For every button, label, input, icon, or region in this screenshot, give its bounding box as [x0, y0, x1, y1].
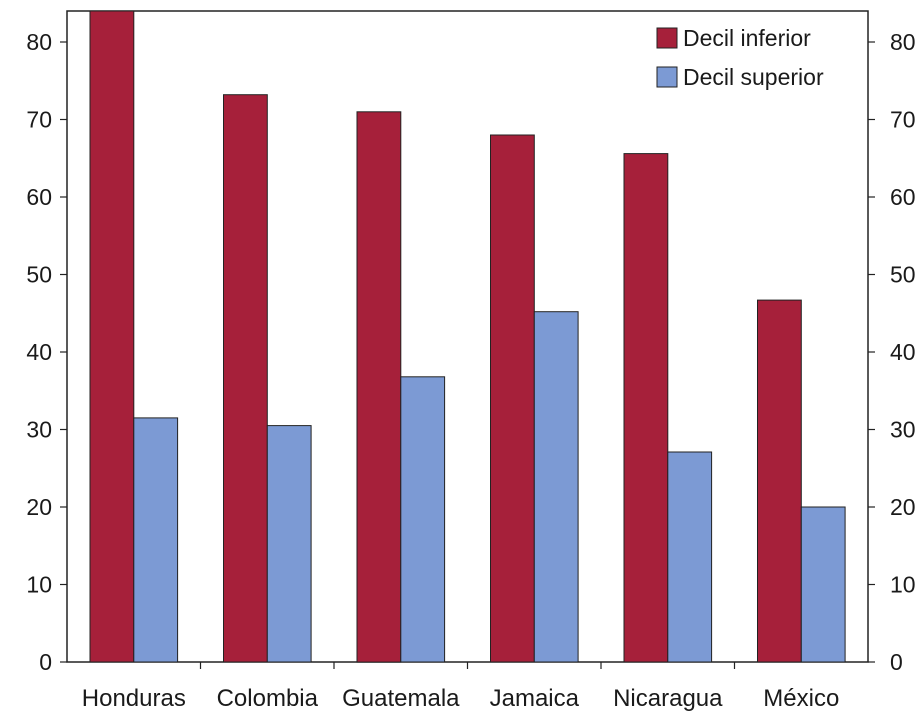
y-tick-label: 80: [26, 29, 52, 55]
y2-tick-label: 60: [890, 184, 916, 210]
x-tick-label-guatemala: Guatemala: [342, 685, 460, 712]
bar-decil-inferior-honduras: [89, 10, 135, 663]
bar-decil-superior-nicaragua: [667, 451, 713, 663]
bar-decil-inferior-guatemala: [356, 111, 402, 663]
y-tick-label: 50: [26, 262, 52, 288]
legend: Decil inferior Decil superior: [656, 25, 824, 90]
x-tick-label-honduras: Honduras: [82, 685, 186, 712]
bar-decil-inferior-colombia: [223, 94, 268, 663]
y-tick-label: 0: [39, 649, 52, 675]
y-tick-label: 20: [26, 494, 52, 520]
legend-label-decil-superior: Decil superior: [683, 64, 824, 90]
bar-decil-inferior-nicaragua: [623, 153, 669, 663]
y2-tick-label: 80: [890, 29, 916, 55]
y2-tick-label: 50: [890, 262, 916, 288]
x-tick-label-colombia: Colombia: [217, 685, 319, 712]
y-tick-label: 70: [26, 107, 52, 133]
y-tick-label: 10: [26, 572, 52, 598]
plot-frame: [66, 10, 869, 663]
bar-decil-superior-guatemala: [400, 376, 446, 663]
y2-tick-label: 30: [890, 417, 916, 443]
y-tick-label: 30: [26, 417, 52, 443]
bar-decil-superior-mexico: [800, 506, 846, 663]
y2-tick-label: 70: [890, 107, 916, 133]
axes-layer: Honduras Colombia Guatemala Jamaica Nicaragu…: [26, 29, 915, 712]
x-tick-label-jamaica: Jamaica: [490, 685, 580, 712]
y-tick-label: 40: [26, 339, 52, 365]
legend-label-decil-inferior: Decil inferior: [683, 25, 811, 51]
y-tick-label: 60: [26, 184, 52, 210]
bar-decil-superior-honduras: [133, 417, 179, 663]
bars-layer: [89, 10, 846, 663]
legend-swatch-decil-inferior: [656, 27, 678, 49]
legend-swatch-decil-superior: [656, 66, 678, 88]
y2-tick-label: 10: [890, 572, 916, 598]
bar-decil-inferior-mexico: [757, 299, 802, 663]
y2-tick-label: 0: [890, 649, 903, 675]
x-tick-label-nicaragua: Nicaragua: [613, 685, 723, 712]
bar-decil-superior-jamaica: [533, 311, 579, 663]
bar-decil-inferior-jamaica: [490, 134, 535, 663]
x-tick-label-mexico: México: [763, 685, 839, 712]
y2-tick-label: 40: [890, 339, 916, 365]
bar-decil-superior-colombia: [266, 425, 312, 663]
y2-tick-label: 20: [890, 494, 916, 520]
